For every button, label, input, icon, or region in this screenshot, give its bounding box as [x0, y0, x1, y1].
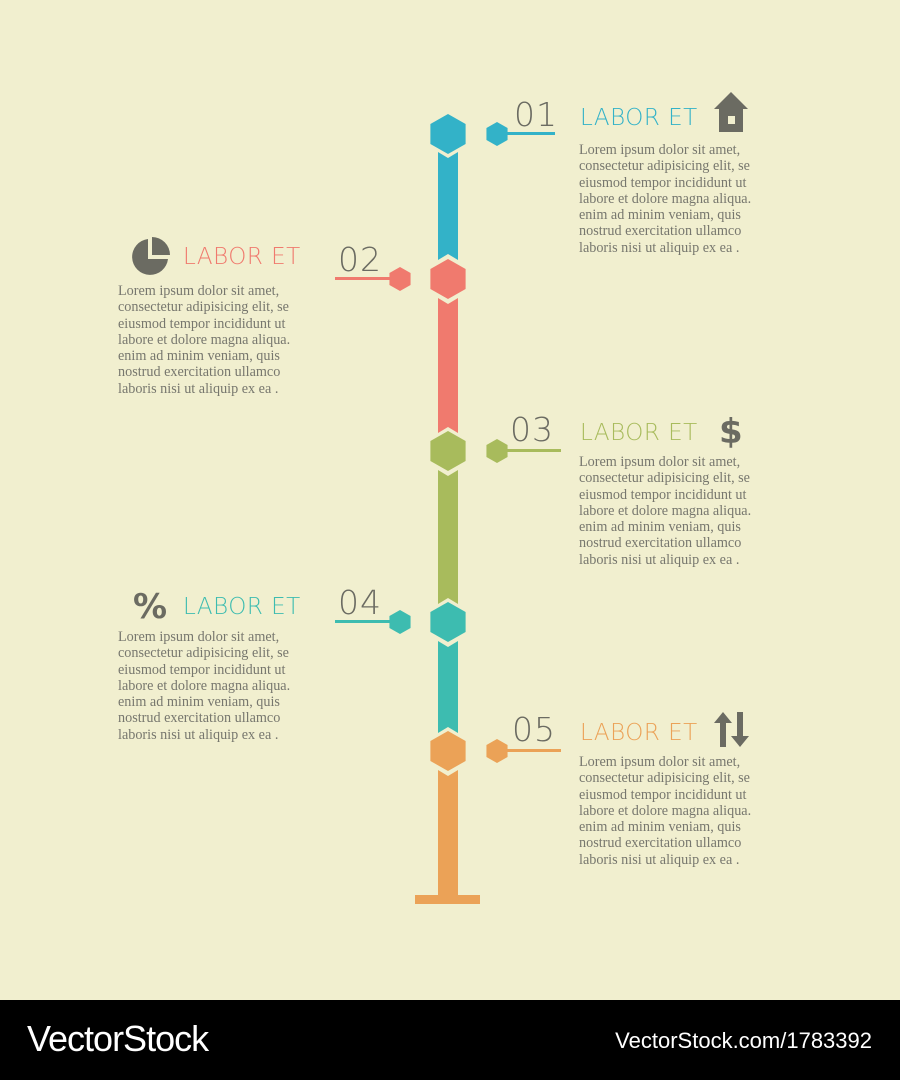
step-3-small-hexagon [486, 439, 508, 463]
house-icon [714, 92, 748, 132]
timeline-bar-1 [438, 152, 458, 260]
step-2-small-hexagon [389, 267, 411, 291]
step-5-body: Lorem ipsum dolor sit amet, consectetur … [579, 754, 752, 868]
step-2-title: LABOR ET [183, 244, 301, 270]
step-1-body: Lorem ipsum dolor sit amet, consectetur … [579, 142, 752, 256]
step-4-body: Lorem ipsum dolor sit amet, consectetur … [118, 629, 291, 743]
step-5-connector [497, 749, 561, 752]
step-5-number: 05 [512, 710, 556, 749]
step-4-small-hexagon [389, 610, 411, 634]
step-4-number: 04 [338, 583, 382, 622]
timeline-bar-5 [438, 770, 458, 895]
timeline-bar-2 [438, 298, 458, 433]
timeline-bar-4 [438, 641, 458, 733]
step-4-connector [335, 620, 400, 623]
step-3-connector [497, 449, 561, 452]
watermark-url: VectorStock.com/1783392 [615, 1028, 872, 1053]
dollar-icon: $ [719, 412, 743, 452]
watermark-bar: VectorStock VectorStock.com/1783392 [0, 1000, 900, 1080]
step-1-title: LABOR ET [580, 105, 698, 131]
step-3-body: Lorem ipsum dolor sit amet, consectetur … [579, 454, 752, 568]
step-2-number: 02 [338, 240, 382, 279]
percent-icon: % [133, 587, 168, 627]
timeline-base [415, 895, 480, 904]
step-3-hexagon [430, 431, 466, 471]
step-4-hexagon [430, 602, 466, 642]
step-1-number: 01 [514, 95, 558, 134]
step-4-title: LABOR ET [183, 594, 301, 620]
step-3-number: 03 [510, 410, 554, 449]
step-1-small-hexagon [486, 122, 508, 146]
step-2-body: Lorem ipsum dolor sit amet, consectetur … [118, 283, 291, 397]
step-3-title: LABOR ET [580, 420, 698, 446]
step-5-title: LABOR ET [580, 720, 698, 746]
step-1-connector [497, 132, 555, 135]
step-1-hexagon [430, 114, 466, 154]
step-5-small-hexagon [486, 739, 508, 763]
watermark-brand: VectorStock [27, 1018, 209, 1059]
pie-chart-icon [132, 237, 170, 275]
step-2-hexagon [430, 259, 466, 299]
up-down-arrows-icon [714, 712, 749, 747]
timeline-bar-3 [438, 470, 458, 604]
timeline-spine [335, 114, 561, 904]
step-5-hexagon [430, 731, 466, 771]
step-2-connector [335, 277, 400, 280]
